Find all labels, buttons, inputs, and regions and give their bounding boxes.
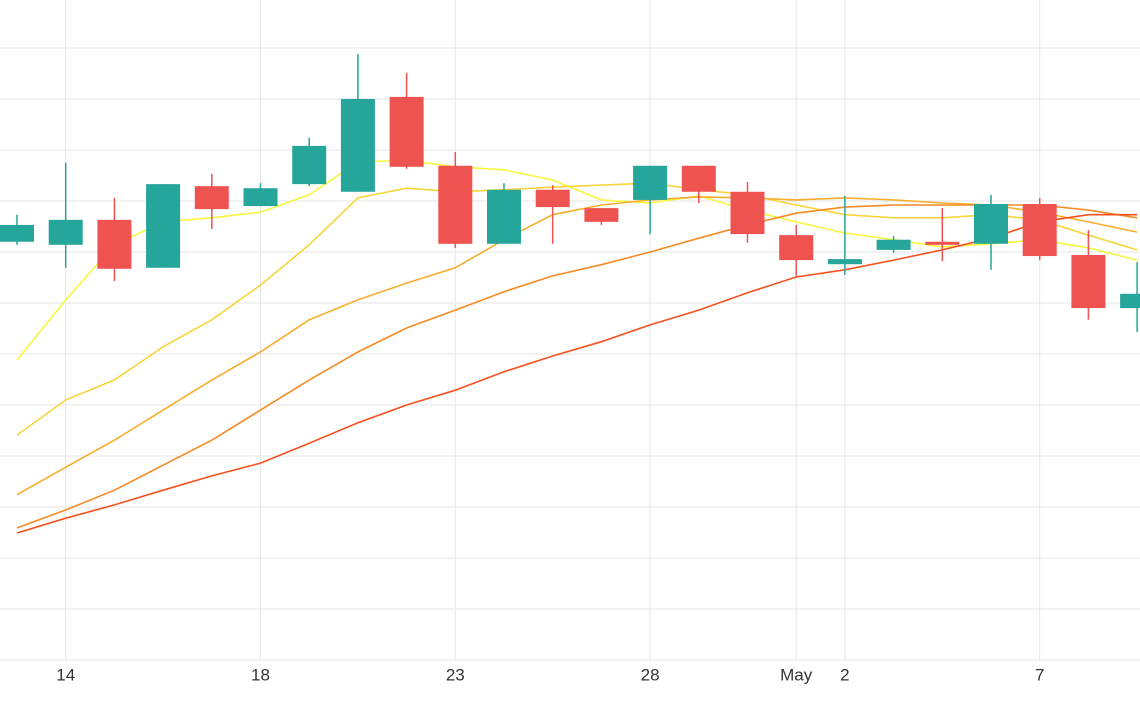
candle-body xyxy=(584,208,619,222)
candle-body xyxy=(779,235,814,261)
candle-body xyxy=(925,241,960,245)
candle-body xyxy=(243,188,278,207)
x-tick-label: 2 xyxy=(840,665,849,684)
candle-body xyxy=(1022,204,1057,257)
candle-body xyxy=(535,189,570,208)
candle-body xyxy=(827,259,862,265)
candles xyxy=(0,54,1140,333)
candle-body xyxy=(48,219,83,245)
candle-body xyxy=(730,191,765,235)
x-tick-label: 7 xyxy=(1035,665,1044,684)
candle-body xyxy=(1071,255,1106,309)
moving-averages xyxy=(16,159,1138,534)
moving-average-line xyxy=(16,213,1138,534)
grid xyxy=(0,0,1140,661)
candle-body xyxy=(389,96,424,167)
candle-body xyxy=(633,165,668,200)
moving-average-line xyxy=(16,182,1138,436)
candle-body xyxy=(146,184,181,268)
candle-body xyxy=(974,204,1008,244)
moving-average-line xyxy=(16,204,1138,529)
x-tick-label: May xyxy=(780,665,813,684)
candle-body xyxy=(292,145,327,185)
candle-body xyxy=(487,189,521,244)
candle-body xyxy=(194,186,229,210)
candle-body xyxy=(681,165,716,192)
candle-body xyxy=(0,224,34,242)
x-tick-label: 18 xyxy=(251,665,270,684)
x-tick-label: 14 xyxy=(56,665,75,684)
candle-body xyxy=(1120,293,1140,309)
candle-body xyxy=(97,219,132,269)
x-tick-label: 23 xyxy=(446,665,465,684)
x-tick-label: 28 xyxy=(641,665,660,684)
moving-average-line xyxy=(16,159,1138,361)
moving-average-line xyxy=(16,196,1138,496)
candle-body xyxy=(438,165,473,244)
candle-body xyxy=(340,98,375,192)
candle-body xyxy=(876,239,911,250)
